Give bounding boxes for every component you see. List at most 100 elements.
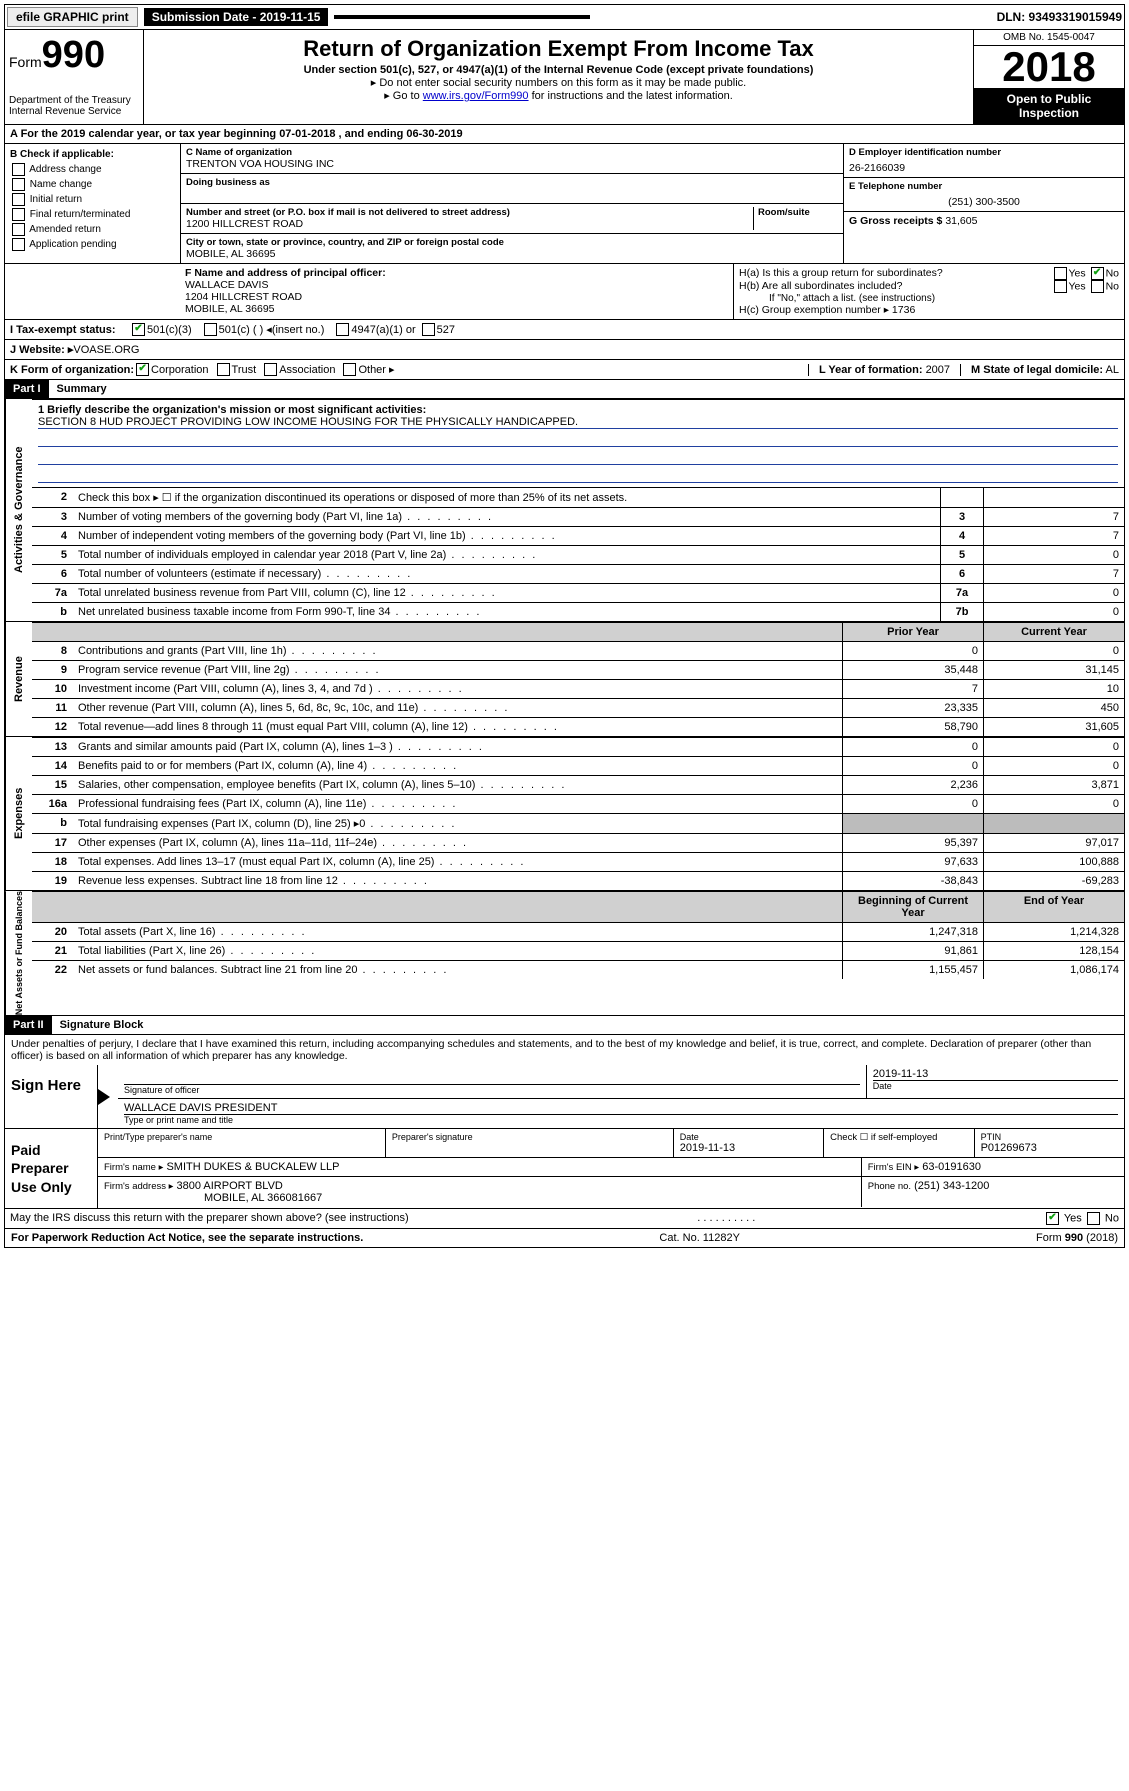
hb-no[interactable] <box>1091 280 1104 293</box>
box-b: B Check if applicable: Address change Na… <box>5 144 181 263</box>
check-amended[interactable] <box>12 223 25 236</box>
expenses-table: 13Grants and similar amounts paid (Part … <box>32 737 1124 890</box>
open-public-badge: Open to Public Inspection <box>974 88 1124 124</box>
k-other[interactable] <box>343 363 356 376</box>
sign-date: 2019-11-13 <box>873 1068 1118 1080</box>
box-j: J Website: ▸ VOASE.ORG <box>4 340 1125 360</box>
revenue-section: Revenue Prior YearCurrent Year8Contribut… <box>4 621 1125 736</box>
netassets-section: Net Assets or Fund Balances Beginning of… <box>4 890 1125 1016</box>
vtab-expenses: Expenses <box>5 737 32 890</box>
i-501c[interactable] <box>204 323 217 336</box>
governance-section: Activities & Governance 1 Briefly descri… <box>4 399 1125 621</box>
form-header: Form990 Department of the Treasury Inter… <box>4 30 1125 125</box>
table-row: 13Grants and similar amounts paid (Part … <box>32 738 1124 757</box>
table-header: Prior YearCurrent Year <box>32 623 1124 642</box>
efile-button[interactable]: efile GRAPHIC print <box>7 7 138 27</box>
table-row: 22Net assets or fund balances. Subtract … <box>32 961 1124 980</box>
part1-header-row: Part I Summary <box>4 380 1125 399</box>
submission-date-button[interactable]: Submission Date - 2019-11-15 <box>144 8 329 26</box>
table-row: 7aTotal unrelated business revenue from … <box>32 584 1124 603</box>
table-row: bNet unrelated business taxable income f… <box>32 603 1124 622</box>
k-assoc[interactable] <box>264 363 277 376</box>
city-address: MOBILE, AL 36695 <box>186 248 838 260</box>
table-row: 2Check this box ▸ ☐ if the organization … <box>32 488 1124 508</box>
perjury-text: Under penalties of perjury, I declare th… <box>4 1035 1125 1065</box>
form-number: Form990 <box>9 34 139 77</box>
identity-block: B Check if applicable: Address change Na… <box>4 144 1125 264</box>
table-row: 16aProfessional fundraising fees (Part I… <box>32 795 1124 814</box>
ha-yes[interactable] <box>1054 267 1067 280</box>
table-row: 8Contributions and grants (Part VIII, li… <box>32 642 1124 661</box>
subtitle-1: Under section 501(c), 527, or 4947(a)(1)… <box>148 64 969 76</box>
part2-badge: Part II <box>5 1016 52 1034</box>
footer: For Paperwork Reduction Act Notice, see … <box>4 1229 1125 1248</box>
sign-here-label: Sign Here <box>5 1065 98 1128</box>
part2-header-row: Part II Signature Block <box>4 1016 1125 1035</box>
hb-yes[interactable] <box>1054 280 1067 293</box>
table-row: 10Investment income (Part VIII, column (… <box>32 680 1124 699</box>
table-row: 15Salaries, other compensation, employee… <box>32 776 1124 795</box>
irs-link[interactable]: www.irs.gov/Form990 <box>423 90 529 102</box>
part1-badge: Part I <box>5 380 49 398</box>
mission-text: SECTION 8 HUD PROJECT PROVIDING LOW INCO… <box>38 416 1118 429</box>
vtab-netassets: Net Assets or Fund Balances <box>5 891 32 1015</box>
discuss-no[interactable] <box>1087 1212 1100 1225</box>
ha-no[interactable] <box>1091 267 1104 280</box>
part1-title: Summary <box>49 383 107 395</box>
revenue-table: Prior YearCurrent Year8Contributions and… <box>32 622 1124 736</box>
firm-name: SMITH DUKES & BUCKALEW LLP <box>166 1161 339 1173</box>
website-value: VOASE.ORG <box>73 344 139 356</box>
box-f: F Name and address of principal officer:… <box>180 264 734 319</box>
tax-year: 2018 <box>974 46 1124 88</box>
governance-table: 2Check this box ▸ ☐ if the organization … <box>32 487 1124 621</box>
firm-addr: 3800 AIRPORT BLVD <box>176 1180 282 1192</box>
gross-receipts: 31,605 <box>945 215 977 227</box>
check-initial[interactable] <box>12 193 25 206</box>
org-name: TRENTON VOA HOUSING INC <box>186 158 838 170</box>
table-row: 4Number of independent voting members of… <box>32 527 1124 546</box>
state-domicile: AL <box>1106 364 1119 376</box>
box-klm: K Form of organization: Corporation Trus… <box>4 360 1125 380</box>
vtab-revenue: Revenue <box>5 622 32 736</box>
expenses-section: Expenses 13Grants and similar amounts pa… <box>4 736 1125 890</box>
top-bar: efile GRAPHIC print Submission Date - 20… <box>4 4 1125 30</box>
k-corp[interactable] <box>136 363 149 376</box>
ein-value: 26-2166039 <box>849 162 1119 174</box>
subtitle-3: ▸ Go to www.irs.gov/Form990 for instruct… <box>148 89 969 102</box>
table-row: 14Benefits paid to or for members (Part … <box>32 757 1124 776</box>
year-formation: 2007 <box>926 364 950 376</box>
table-row: 19Revenue less expenses. Subtract line 1… <box>32 872 1124 891</box>
i-501c3[interactable] <box>132 323 145 336</box>
i-4947[interactable] <box>336 323 349 336</box>
k-trust[interactable] <box>217 363 230 376</box>
firm-city: MOBILE, AL 366081667 <box>104 1192 855 1204</box>
fh-block: F Name and address of principal officer:… <box>4 264 1125 320</box>
table-row: bTotal fundraising expenses (Part IX, co… <box>32 814 1124 834</box>
check-name[interactable] <box>12 178 25 191</box>
table-row: 12Total revenue—add lines 8 through 11 (… <box>32 718 1124 737</box>
group-exemption: 1736 <box>892 304 915 316</box>
check-address[interactable] <box>12 163 25 176</box>
paid-preparer-label: Paid Preparer Use Only <box>5 1129 98 1208</box>
check-final[interactable] <box>12 208 25 221</box>
blank-button <box>334 15 590 19</box>
period-row: A For the 2019 calendar year, or tax yea… <box>4 125 1125 144</box>
box-deg: D Employer identification number 26-2166… <box>844 144 1124 263</box>
discuss-yes[interactable] <box>1046 1212 1059 1225</box>
table-row: 9Program service revenue (Part VIII, lin… <box>32 661 1124 680</box>
footer-left: For Paperwork Reduction Act Notice, see … <box>11 1232 363 1244</box>
box-c: C Name of organization TRENTON VOA HOUSI… <box>181 144 844 263</box>
street-address: 1200 HILLCREST ROAD <box>186 218 753 230</box>
i-527[interactable] <box>422 323 435 336</box>
firm-phone: (251) 343-1200 <box>914 1180 989 1192</box>
part2-title: Signature Block <box>52 1019 144 1031</box>
table-row: 17Other expenses (Part IX, column (A), l… <box>32 834 1124 853</box>
table-row: 5Total number of individuals employed in… <box>32 546 1124 565</box>
firm-ein: 63-0191630 <box>922 1161 981 1173</box>
department-text: Department of the Treasury Internal Reve… <box>9 95 139 117</box>
subtitle-2: ▸ Do not enter social security numbers o… <box>148 76 969 89</box>
table-row: 21Total liabilities (Part X, line 26)91,… <box>32 942 1124 961</box>
check-pending[interactable] <box>12 238 25 251</box>
ptin: P01269673 <box>981 1142 1118 1154</box>
paid-preparer-block: Paid Preparer Use Only Print/Type prepar… <box>4 1129 1125 1209</box>
